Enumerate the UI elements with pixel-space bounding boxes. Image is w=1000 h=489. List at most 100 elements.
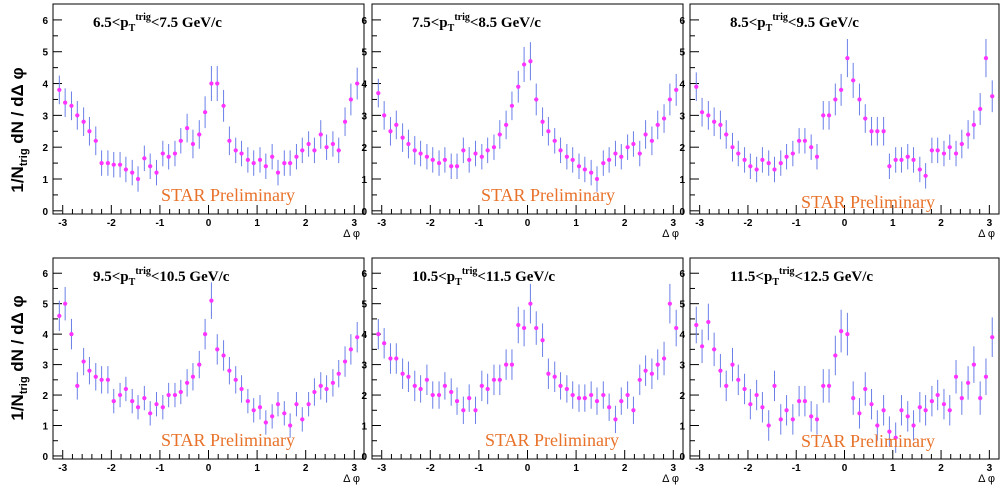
data-point [953,360,959,394]
y-tick-label: 6 [679,16,685,27]
data-point [202,318,208,350]
marker [917,405,922,410]
data-point [504,349,509,380]
marker [190,374,196,379]
marker [826,113,832,118]
marker [400,135,405,140]
data-point [923,163,928,189]
marker [197,132,202,137]
x-tick-label: -3 [377,463,386,474]
data-point [546,358,551,389]
data-point [330,131,335,157]
marker [797,138,802,143]
marker [625,392,630,398]
y-tick-label: 2 [42,391,48,402]
panel-title: 6.5<pTtrig<7.5 GeV/c [93,12,222,34]
data-point [887,153,892,179]
x-tick-label: 0 [206,218,212,229]
marker [300,148,305,153]
marker [75,383,80,389]
x-axis-label: Δ φ [343,473,360,485]
marker [294,402,299,407]
marker [449,389,454,395]
data-point [625,134,630,160]
x-tick-label: 1 [254,218,260,229]
marker [528,59,533,64]
y-tick-label: 3 [42,361,48,372]
marker [388,356,393,361]
marker [941,402,947,407]
data-point [436,150,442,176]
data-point [442,147,447,173]
data-point [430,381,435,409]
marker [233,377,238,382]
data-point [661,341,667,376]
marker [851,78,856,83]
marker [215,81,220,86]
data-point [418,140,423,167]
data-point [251,398,256,423]
marker [430,392,435,398]
marker [148,164,153,169]
y-tick-label: 2 [679,391,685,402]
data-point [263,153,268,179]
marker [306,402,311,407]
marker [917,167,922,172]
marker [947,408,952,413]
data-point [911,410,916,441]
marker [742,386,747,392]
data-point [558,137,563,164]
marker [69,332,74,337]
y-tick-label: 6 [42,16,48,27]
marker [424,154,430,159]
data-point [178,379,183,405]
marker [674,325,679,331]
data-point [312,378,317,406]
data-point [790,404,795,435]
marker [923,173,928,178]
marker [821,113,826,118]
x-tick-label: -1 [155,463,164,474]
data-point [772,370,777,402]
data-point [589,159,594,186]
data-point [245,388,250,414]
data-point [748,388,753,420]
marker [306,141,311,147]
data-point [142,385,147,411]
marker [111,399,116,404]
marker [436,392,442,398]
data-point [461,396,466,424]
marker [911,423,916,428]
marker [661,116,667,121]
data-point [528,283,533,324]
marker [355,335,360,340]
y-tick-label: 4 [42,330,48,341]
x-tick-label: 2 [622,463,628,474]
data-point [742,373,747,405]
marker [430,157,435,163]
data-point [625,381,630,409]
data-point [784,395,789,426]
data-point [57,75,62,105]
marker [497,377,502,382]
data-point [833,83,838,116]
marker [342,119,348,124]
marker [275,170,281,175]
marker [117,392,123,398]
marker [784,408,789,413]
data-point [582,384,587,412]
marker [504,122,509,128]
marker [929,399,934,404]
x-tick-label: 2 [303,218,309,229]
data-point [270,404,275,429]
marker [251,408,256,413]
data-point [718,353,723,388]
marker [887,429,892,434]
data-point [558,372,563,400]
marker [473,408,478,413]
marker [190,141,196,147]
data-point [863,104,868,133]
marker [355,81,360,86]
data-point [442,372,447,400]
marker [694,322,699,328]
